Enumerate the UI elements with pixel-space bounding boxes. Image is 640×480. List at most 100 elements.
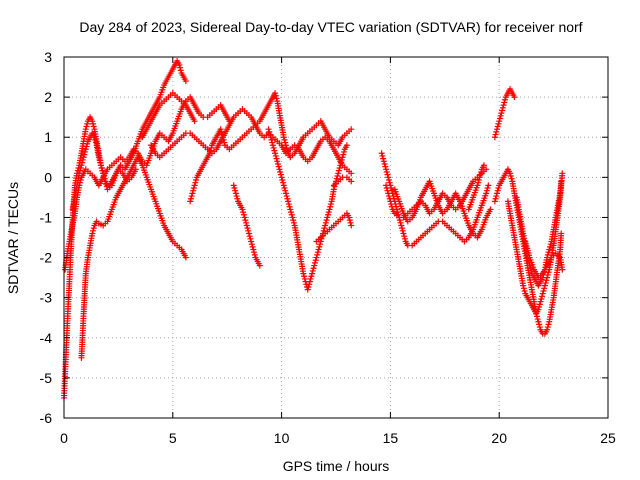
x-tick-label: 10 (274, 430, 290, 446)
data-point (247, 235, 254, 242)
data-point (89, 230, 96, 237)
data-point (90, 123, 97, 130)
data-point (315, 246, 322, 253)
data-point (305, 283, 312, 290)
data-point (244, 225, 251, 232)
data-point (527, 265, 534, 272)
data-point (187, 195, 194, 202)
data-point (538, 296, 545, 303)
y-tick-label: -1 (40, 209, 53, 225)
data-point (245, 230, 252, 237)
data-point (483, 190, 490, 197)
data-point (265, 126, 272, 133)
data-point (286, 203, 293, 210)
data-point (192, 179, 199, 186)
data-point (385, 177, 392, 184)
data-point (284, 147, 291, 154)
data-point (274, 158, 281, 165)
data-point (182, 254, 189, 261)
data-point (82, 146, 89, 153)
data-point (347, 219, 354, 226)
data-point (311, 259, 318, 266)
data-point (397, 219, 404, 226)
data-point (300, 270, 307, 277)
data-point (521, 287, 528, 294)
data-point (217, 126, 224, 133)
data-point (318, 235, 325, 242)
data-point (272, 150, 279, 157)
data-point (191, 118, 198, 125)
data-point (189, 190, 196, 197)
data-point (281, 185, 288, 192)
data-point (526, 262, 533, 269)
data-point (508, 175, 515, 182)
data-point (380, 158, 387, 165)
data-point (381, 160, 388, 167)
series-track-n (391, 178, 494, 241)
series-track-h (230, 182, 263, 269)
data-point (491, 198, 498, 205)
data-point (308, 273, 315, 280)
data-point (314, 251, 321, 258)
data-point (507, 172, 514, 179)
data-point (325, 209, 332, 216)
data-point (507, 170, 514, 177)
data-point (346, 217, 353, 224)
data-point (385, 174, 392, 181)
data-point (82, 126, 89, 133)
data-point (338, 156, 345, 163)
data-point (382, 163, 389, 170)
data-point (287, 206, 294, 213)
data-point (534, 316, 541, 323)
data-point (321, 225, 328, 232)
data-point (233, 193, 240, 200)
data-point (188, 193, 195, 200)
y-axis-label: SDTVAR / TECUs (5, 182, 21, 294)
data-point (544, 274, 551, 281)
data-point (221, 139, 228, 146)
data-point (271, 147, 278, 154)
data-point (545, 269, 552, 276)
data-point (285, 201, 292, 208)
data-point (99, 167, 106, 174)
data-point (249, 243, 256, 250)
data-point (89, 118, 96, 125)
data-point (234, 195, 241, 202)
data-point (340, 151, 347, 158)
y-tick-label: 2 (44, 89, 52, 105)
y-tick-label: -3 (40, 290, 53, 306)
data-point (290, 219, 297, 226)
data-point (275, 163, 282, 170)
data-point (289, 214, 296, 221)
data-point (491, 134, 498, 141)
data-point (487, 206, 494, 213)
data-point (290, 217, 297, 224)
data-point (267, 134, 274, 141)
data-point (240, 209, 247, 216)
data-point (476, 174, 483, 181)
data-point (520, 282, 527, 289)
data-point (245, 227, 252, 234)
y-tick-label: 0 (44, 169, 52, 185)
data-point (343, 142, 350, 149)
data-point (79, 159, 86, 166)
data-point (132, 166, 139, 173)
data-point (542, 279, 549, 286)
data-point (309, 270, 316, 277)
data-point (536, 324, 543, 331)
data-point (283, 144, 290, 151)
series-track-i (265, 126, 350, 293)
series-track-g (187, 90, 355, 205)
data-point (272, 152, 279, 159)
series-track-p (491, 86, 518, 141)
data-point (207, 147, 214, 154)
data-point (282, 187, 289, 194)
data-point (478, 168, 485, 175)
data-point (394, 209, 401, 216)
data-point (301, 273, 308, 280)
data-point (322, 219, 329, 226)
data-point (348, 170, 355, 177)
data-point (337, 162, 344, 169)
grid (64, 57, 608, 418)
